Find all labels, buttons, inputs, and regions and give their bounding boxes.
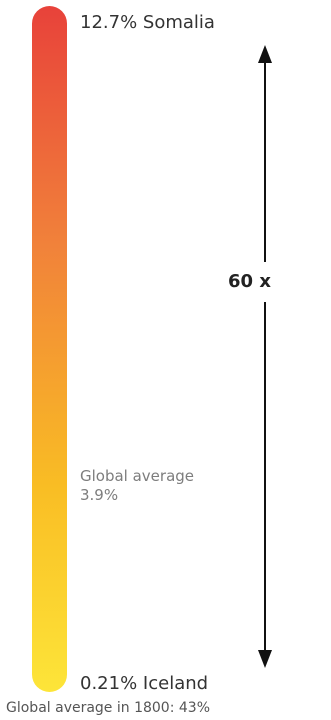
arrow-down-head	[258, 650, 272, 668]
footer-note: Global average in 1800: 43%	[6, 700, 210, 716]
min-value: 0.21%	[80, 673, 138, 694]
max-country: Somalia	[142, 12, 215, 33]
global-average-label: Global average	[80, 467, 195, 485]
global-average-value: 3.9%	[80, 486, 119, 504]
global-average-annotation: Global average 3.9%	[80, 467, 194, 505]
max-label: 12.7% Somalia	[80, 12, 215, 33]
max-value: 12.7%	[80, 12, 138, 33]
min-country: Iceland	[142, 673, 209, 694]
arrow-up-head	[258, 45, 272, 63]
min-label: 0.21% Iceland	[80, 673, 208, 694]
gradient-bar	[32, 6, 67, 692]
ratio-label: 60 x	[228, 271, 271, 292]
